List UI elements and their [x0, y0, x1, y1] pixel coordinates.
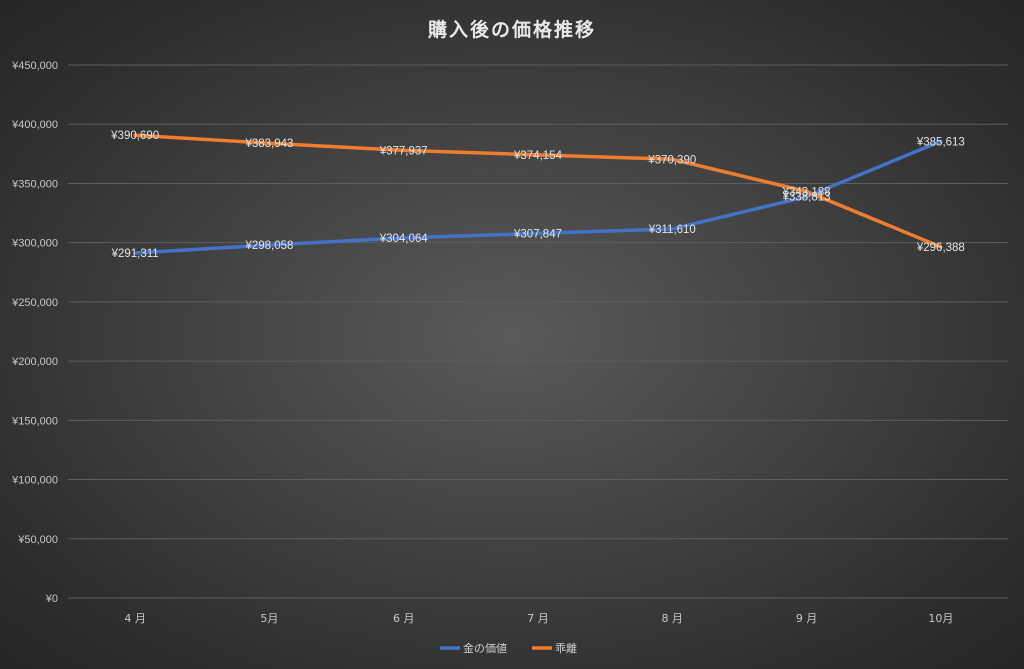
data-label: ¥377,937 [379, 145, 428, 157]
data-label: ¥338,813 [782, 192, 831, 204]
data-label: ¥385,613 [916, 136, 965, 148]
y-tick-label: ¥0 [45, 593, 58, 605]
data-label: ¥311,610 [648, 224, 696, 236]
data-label: ¥307,847 [513, 228, 562, 240]
data-label: ¥390,690 [110, 130, 159, 142]
x-tick-label: 4 月 [124, 612, 146, 625]
data-label: ¥291,311 [111, 248, 159, 260]
y-tick-label: ¥50,000 [17, 534, 58, 546]
y-tick-label: ¥300,000 [11, 238, 58, 250]
series-lines [133, 133, 943, 255]
data-label: ¥383,943 [244, 138, 293, 150]
y-tick-label: ¥100,000 [11, 475, 58, 487]
data-label: ¥370,390 [647, 154, 696, 166]
data-label: ¥296,388 [916, 242, 965, 254]
y-tick-label: ¥400,000 [11, 119, 58, 131]
x-tick-label: 5月 [260, 612, 278, 625]
legend-item-1[interactable]: 乖離 [532, 641, 577, 655]
data-label: ¥298,058 [244, 240, 293, 252]
series-line-0 [133, 139, 943, 255]
data-label: ¥374,154 [513, 150, 563, 162]
y-tick-label: ¥450,000 [11, 60, 58, 72]
series-line-1 [133, 133, 943, 249]
y-tick-label: ¥250,000 [11, 297, 58, 309]
data-label: ¥304,064 [379, 233, 429, 245]
legend-item-0[interactable]: 金の価値 [440, 641, 507, 655]
data-label: ¥343,188 [782, 187, 831, 199]
x-tick-label: 7 月 [527, 612, 549, 625]
x-tick-label: 9 月 [796, 612, 818, 625]
gridlines [68, 64, 1008, 599]
chart-title: 購入後の価格推移 [428, 18, 596, 41]
data-labels: ¥291,311 ¥298,058 ¥304,064 ¥307,847 ¥311,610… [110, 130, 965, 260]
legend-label: 乖離 [555, 641, 577, 655]
y-axis-labels: ¥0 ¥50,000 ¥100,000 ¥150,000 ¥200,000 ¥250,00… [11, 60, 58, 605]
y-tick-label: ¥350,000 [11, 178, 58, 190]
legend-label: 金の価値 [463, 641, 507, 655]
y-tick-label: ¥200,000 [11, 356, 58, 368]
legend: 金の価値 乖離 [440, 641, 577, 655]
x-axis-labels: 4 月 5月 6 月 7 月 8 月 9 月 10月 [124, 612, 953, 625]
x-tick-label: 8 月 [662, 612, 684, 625]
x-tick-label: 10月 [928, 612, 953, 625]
y-tick-label: ¥150,000 [11, 415, 58, 427]
x-tick-label: 6 月 [393, 612, 415, 625]
